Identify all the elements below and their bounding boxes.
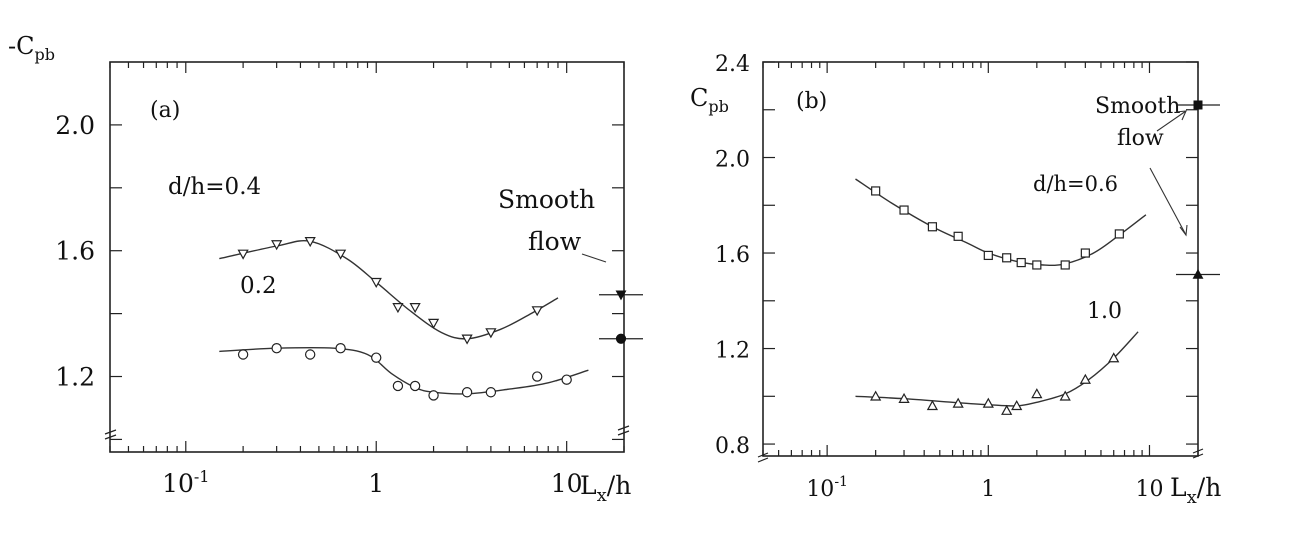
panel-a-series-1-point: [531, 306, 543, 317]
panel-a-series-2-point: [561, 374, 572, 385]
panel-a-series-2-point: [335, 343, 346, 354]
panel-b-smooth-flow-arrow-lower: [1149, 167, 1187, 236]
y-tick-label: 2.4: [715, 52, 750, 77]
x-tick-label: 1: [368, 469, 384, 498]
panel-a: -Cpb (a) d/h=0.4 0.2 Smooth flow Lx/h 10…: [8, 32, 643, 506]
panel-b-ylabel: Cpb: [690, 84, 729, 116]
panel-b-series-1-point: [1114, 229, 1124, 239]
x-tick-label: 1: [981, 477, 995, 502]
panel-a-y-ticks: 1.2 1.6 2.0: [55, 111, 624, 441]
x-tick-label: 10-1: [162, 467, 209, 498]
panel-b-smooth-flow-label-line1: Smooth: [1095, 94, 1180, 119]
panel-a-ylabel: -Cpb: [8, 32, 55, 64]
panel-b-series-2-point: [952, 397, 964, 408]
panel-a-series-1-point: [427, 318, 440, 329]
panel-b-series-1-point: [871, 186, 881, 196]
panel-a-smooth-flow-label-line1: Smooth: [498, 185, 595, 214]
panel-a-smooth-flow-label-line2: flow: [528, 227, 582, 256]
panel-b-series-label-d10: 1.0: [1087, 299, 1122, 324]
panel-a-series-1-point: [461, 334, 473, 345]
panel-a-series-1-point: [334, 249, 347, 260]
panel-b-smooth-flow-arrowhead-lower: [1179, 224, 1188, 237]
panel-a-series-label-d04: d/h=0.4: [168, 174, 261, 200]
panel-b-series-1-point: [1032, 260, 1042, 270]
panel-b-series-2-point: [1011, 400, 1023, 411]
panel-b-series-1-point: [899, 205, 909, 215]
panel-a-series-2-point: [428, 390, 439, 401]
panel-a-series-1-point: [392, 303, 404, 314]
y-tick-label: 2.0: [55, 111, 95, 140]
panel-a-series-1-point: [485, 328, 497, 339]
panel-b-series-2-point: [1079, 373, 1091, 384]
panel-b-series-2-point: [898, 392, 910, 403]
panel-a-label: (a): [150, 98, 180, 123]
panel-a-series-2-curve: [219, 346, 589, 395]
panel-a-series-2-point: [409, 380, 421, 392]
panel-a-series-1-curve: [219, 240, 559, 340]
panel-a-series-2-point: [304, 349, 316, 360]
panel-a-series-2-point: [461, 387, 473, 398]
panel-b-smooth-flow-label-line2: flow: [1117, 126, 1164, 151]
panel-b-plot-frame: [762, 61, 1199, 457]
panel-b-series-1-point: [1016, 257, 1026, 268]
panel-a-series-2-point: [485, 387, 497, 398]
panel-a-series-label-d02: 0.2: [240, 273, 277, 299]
panel-a-series-2-point: [271, 343, 282, 354]
panel-b-series-2-point: [870, 390, 882, 401]
panel-b-series-1-point: [983, 250, 993, 261]
x-tick-label: 10-1: [806, 474, 848, 502]
panel-b-series-2-point: [1108, 352, 1120, 363]
y-tick-label: 2.0: [715, 148, 750, 173]
panel-a-axis-break-right: [617, 425, 630, 436]
panel-b-series-1-point: [1080, 248, 1090, 258]
panel-a-x-ticks: 10-1 1 10: [109, 62, 625, 498]
panel-b-series-1-point: [1060, 260, 1070, 270]
x-tick-label: 10: [551, 469, 583, 498]
y-tick-label: 0.8: [715, 434, 750, 459]
panel-b: Cpb (b) d/h=0.6 1.0 Smooth flow Lx/h 10-…: [690, 52, 1221, 508]
panel-b-xlabel: Lx/h: [1170, 473, 1221, 508]
panel-b-series-1-point: [927, 222, 938, 232]
panel-b-series-label-d06: d/h=0.6: [1033, 172, 1118, 196]
panel-a-series-2-point: [237, 349, 249, 360]
panel-b-y-ticks: 0.8 1.2 1.6 2.0 2.4: [715, 52, 1198, 459]
panel-b-marks: [855, 100, 1220, 415]
panel-b-smooth-flow-point: [1193, 100, 1203, 110]
panel-a-smooth-flow-point: [615, 333, 627, 344]
y-tick-label: 1.6: [55, 237, 95, 266]
panel-a-xlabel: Lx/h: [580, 471, 631, 506]
x-tick-label: 10: [1135, 477, 1163, 502]
panel-b-x-ticks: 10-1 1 10: [762, 62, 1199, 502]
y-tick-label: 1.2: [55, 363, 95, 392]
panel-a-series-1-point: [237, 249, 249, 260]
panel-b-series-1-point: [1002, 253, 1012, 263]
panel-a-marks: [219, 236, 643, 401]
panel-a-series-1-point: [409, 303, 421, 314]
panel-b-series-2-point: [1059, 390, 1071, 401]
panel-b-smooth-flow-point: [1192, 268, 1204, 279]
panel-b-series-2-curve: [855, 331, 1139, 407]
panel-a-series-2-point: [392, 380, 404, 392]
panel-b-series-2-point: [1031, 388, 1043, 399]
panel-a-series-1-point: [370, 277, 382, 288]
panel-b-series-1-point: [953, 231, 963, 241]
panel-a-plot-frame: [109, 61, 625, 453]
y-tick-label: 1.2: [715, 339, 750, 364]
panel-a-smooth-flow-arrow: [581, 253, 607, 263]
panel-a-series-2-point: [371, 352, 382, 363]
panel-a-axis-break-left: [104, 429, 117, 440]
panel-b-series-2-point: [982, 397, 994, 408]
panel-b-series-2-point: [1001, 404, 1013, 415]
panel-b-smooth-flow-arrow-upper: [1156, 110, 1187, 132]
panel-a-series-1-point: [271, 240, 283, 251]
panel-b-label: (b): [796, 89, 827, 114]
y-tick-label: 1.6: [715, 243, 750, 268]
panel-a-smooth-flow-point: [615, 290, 627, 301]
panel-a-series-1-point: [304, 236, 316, 248]
panel-a-series-2-point: [531, 371, 543, 382]
panel-b-series-2-point: [926, 400, 939, 411]
panel-b-smooth-flow-arrowhead-upper: [1175, 110, 1187, 121]
